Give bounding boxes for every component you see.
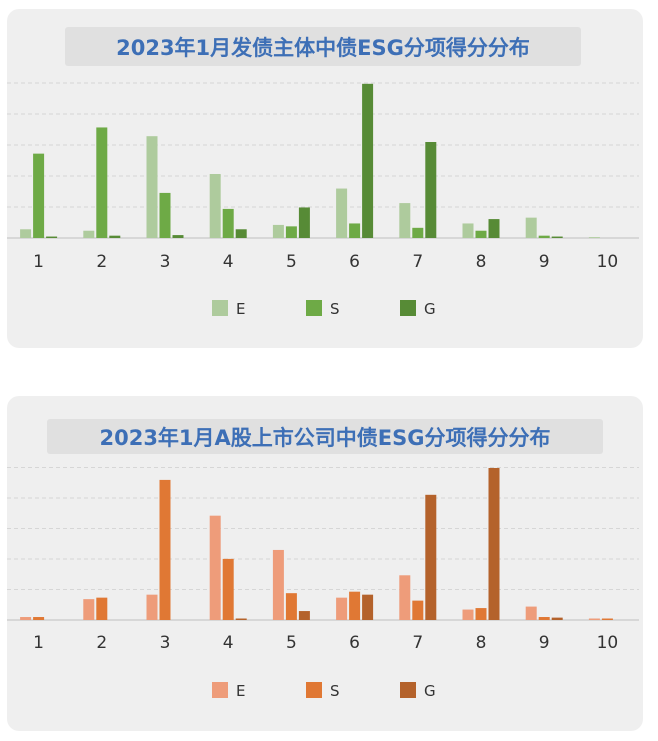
x-tick-label: 10 — [597, 252, 619, 272]
legend-label-E: E — [236, 682, 245, 700]
legend-swatch-E — [212, 300, 228, 316]
bar-S-5 — [285, 593, 297, 620]
bar-G-8 — [488, 219, 500, 238]
bar-G-6 — [362, 83, 374, 239]
legend-swatch-G — [400, 682, 416, 698]
x-tick-label: 3 — [160, 633, 171, 653]
legend-swatch-E — [212, 682, 228, 698]
x-tick-label: 4 — [223, 633, 234, 653]
bar-S-1 — [33, 153, 45, 238]
legend-label-S: S — [330, 682, 340, 700]
bar-G-2 — [109, 235, 121, 238]
legend-label-S: S — [330, 300, 340, 318]
bar-E-5 — [272, 224, 284, 238]
bar-E-3 — [146, 594, 158, 620]
bar-G-1 — [46, 236, 58, 238]
bar-G-9 — [551, 617, 563, 620]
x-tick-label: 5 — [286, 252, 297, 272]
legend-label-E: E — [236, 300, 245, 318]
bar-E-8 — [462, 223, 474, 238]
bar-S-8 — [475, 608, 487, 620]
x-tick-label: 6 — [349, 252, 360, 272]
bar-G-5 — [298, 611, 310, 620]
bar-S-1 — [33, 617, 45, 620]
bar-E-8 — [462, 609, 474, 620]
x-tick-label: 1 — [33, 252, 44, 272]
bar-S-3 — [159, 192, 171, 238]
x-tick-label: 2 — [96, 252, 107, 272]
chart-panel-a-share-companies: 2023年1月A股上市公司中债ESG分项得分分布 1 2 3 4 5 6 7 8 9 10 E S G — [7, 396, 643, 731]
bar-chart-bond-issuers: 1 2 3 4 5 6 7 8 9 10 E S G — [7, 82, 639, 318]
bar-S-8 — [475, 230, 487, 238]
bar-S-6 — [349, 223, 361, 238]
legend-swatch-S — [306, 300, 322, 316]
bar-S-2 — [96, 127, 108, 238]
bar-E-1 — [20, 229, 32, 238]
bar-S-2 — [96, 597, 108, 620]
bar-S-7 — [412, 227, 424, 238]
bar-S-3 — [159, 479, 171, 620]
bar-E-10 — [588, 618, 600, 620]
x-tick-label: 7 — [412, 252, 423, 272]
x-tick-label: 6 — [349, 633, 360, 653]
bar-S-9 — [538, 617, 550, 620]
bar-G-4 — [235, 229, 247, 238]
bar-E-6 — [336, 188, 348, 238]
bar-E-7 — [399, 575, 411, 620]
bar-G-7 — [425, 142, 437, 238]
x-tick-label: 4 — [223, 252, 234, 272]
bar-S-5 — [285, 226, 297, 238]
x-tick-label: 10 — [597, 633, 619, 653]
x-tick-label: 8 — [476, 252, 487, 272]
legend-label-G: G — [424, 300, 436, 318]
bar-G-6 — [362, 594, 374, 620]
x-tick-label: 1 — [33, 633, 44, 653]
bar-E-1 — [20, 617, 32, 620]
x-tick-label: 2 — [96, 633, 107, 653]
bar-S-4 — [222, 558, 234, 620]
legend-swatch-S — [306, 682, 322, 698]
chart-title: 2023年1月A股上市公司中债ESG分项得分分布 — [99, 425, 551, 450]
bar-G-7 — [425, 494, 437, 620]
bar-chart-a-share-companies: 1 2 3 4 5 6 7 8 9 10 E S G — [7, 467, 639, 700]
bar-S-9 — [538, 235, 550, 238]
bar-E-5 — [272, 549, 284, 620]
bar-S-4 — [222, 208, 234, 238]
bar-G-8 — [488, 467, 500, 620]
bar-G-9 — [551, 236, 563, 238]
x-tick-label: 8 — [476, 633, 487, 653]
chart-panel-bond-issuers: 2023年1月发债主体中债ESG分项得分分布 1 2 3 4 5 6 7 8 9 10 E S G — [7, 9, 643, 348]
bar-S-7 — [412, 600, 424, 620]
bar-G-4 — [235, 618, 247, 620]
x-tick-label: 5 — [286, 633, 297, 653]
bar-G-5 — [298, 207, 310, 238]
bar-E-4 — [209, 174, 221, 238]
x-tick-label: 7 — [412, 633, 423, 653]
bar-E-6 — [336, 597, 348, 620]
legend-swatch-G — [400, 300, 416, 316]
bar-S-6 — [349, 591, 361, 620]
bar-E-3 — [146, 136, 158, 238]
chart-title-bar: 2023年1月A股上市公司中债ESG分项得分分布 — [47, 419, 603, 454]
bar-E-2 — [83, 599, 95, 620]
bar-G-3 — [172, 235, 184, 238]
bar-E-10 — [588, 237, 600, 238]
bar-E-4 — [209, 515, 221, 620]
bar-E-7 — [399, 203, 411, 238]
bar-S-10 — [601, 618, 613, 620]
legend-label-G: G — [424, 682, 436, 700]
chart-title-bar: 2023年1月发债主体中债ESG分项得分分布 — [65, 27, 581, 66]
x-tick-label: 3 — [160, 252, 171, 272]
x-tick-label: 9 — [539, 633, 550, 653]
x-tick-label: 9 — [539, 252, 550, 272]
bar-E-2 — [83, 230, 95, 238]
chart-title: 2023年1月发债主体中债ESG分项得分分布 — [116, 35, 530, 60]
bar-E-9 — [525, 217, 537, 238]
bar-E-9 — [525, 606, 537, 620]
